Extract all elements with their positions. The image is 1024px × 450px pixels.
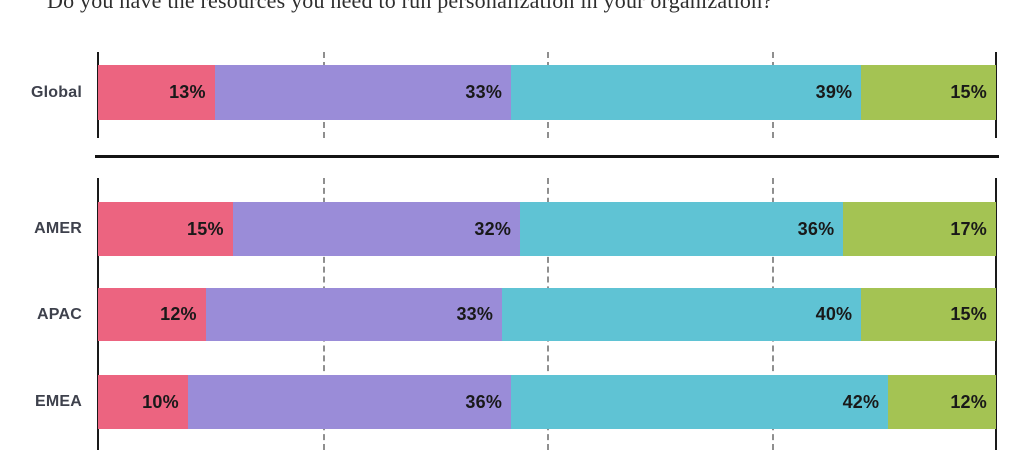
chart-title: Do you have the resources you need to ru… <box>47 0 773 13</box>
segment-value-label: 12% <box>160 304 197 324</box>
segment-value-label: 33% <box>465 82 503 102</box>
bar-segment: 13% <box>98 65 215 120</box>
row-label-amer: AMER <box>34 220 82 237</box>
segment-value-label: 39% <box>815 82 853 102</box>
segment-value-label: 15% <box>950 82 987 102</box>
bar-segment: 15% <box>861 65 996 120</box>
bar-emea: 10% 36% 42% 12% <box>98 375 996 429</box>
segment-value-label: 40% <box>815 304 853 324</box>
bar-segment: 42% <box>511 375 889 429</box>
regions-plot-area: 15% 32% 36% 17% 12% 33% 40% 15% 10% 36% 42% 12% <box>97 178 997 450</box>
bar-segment: 15% <box>861 288 996 341</box>
segment-value-label: 15% <box>187 218 224 239</box>
segment-value-label: 17% <box>950 218 987 239</box>
bar-segment: 15% <box>98 202 233 256</box>
row-label-global: Global <box>31 84 82 101</box>
segment-value-label: 32% <box>474 218 512 239</box>
bar-segment: 12% <box>888 375 996 429</box>
segment-value-label: 36% <box>465 391 503 412</box>
bar-amer: 15% 32% 36% 17% <box>98 202 996 256</box>
bar-segment: 33% <box>205 288 503 341</box>
bar-segment: 36% <box>520 202 844 256</box>
bar-apac: 12% 33% 40% 15% <box>98 288 996 341</box>
axis-line-right <box>995 52 997 138</box>
bar-segment: 12% <box>98 288 206 341</box>
segment-value-label: 42% <box>842 391 880 412</box>
segment-value-label: 10% <box>142 391 179 412</box>
segment-value-label: 12% <box>950 391 987 412</box>
bar-segment: 33% <box>214 65 512 120</box>
section-divider <box>95 155 999 158</box>
bar-segment: 40% <box>502 288 862 341</box>
bar-segment: 36% <box>187 375 512 429</box>
row-label-emea: EMEA <box>34 393 82 410</box>
bar-segment: 32% <box>232 202 521 256</box>
row-label-apac: APAC <box>37 306 82 323</box>
segment-value-label: 15% <box>950 304 987 324</box>
global-plot-area: 13% 33% 39% 15% <box>97 52 997 138</box>
segment-value-label: 13% <box>169 82 206 102</box>
bar-segment: 39% <box>511 65 862 120</box>
bar-segment: 10% <box>98 375 188 429</box>
bar-global: 13% 33% 39% 15% <box>98 65 996 120</box>
bar-segment: 17% <box>843 202 996 256</box>
segment-value-label: 33% <box>456 304 494 324</box>
segment-value-label: 36% <box>797 218 835 239</box>
axis-line-right <box>995 178 997 450</box>
